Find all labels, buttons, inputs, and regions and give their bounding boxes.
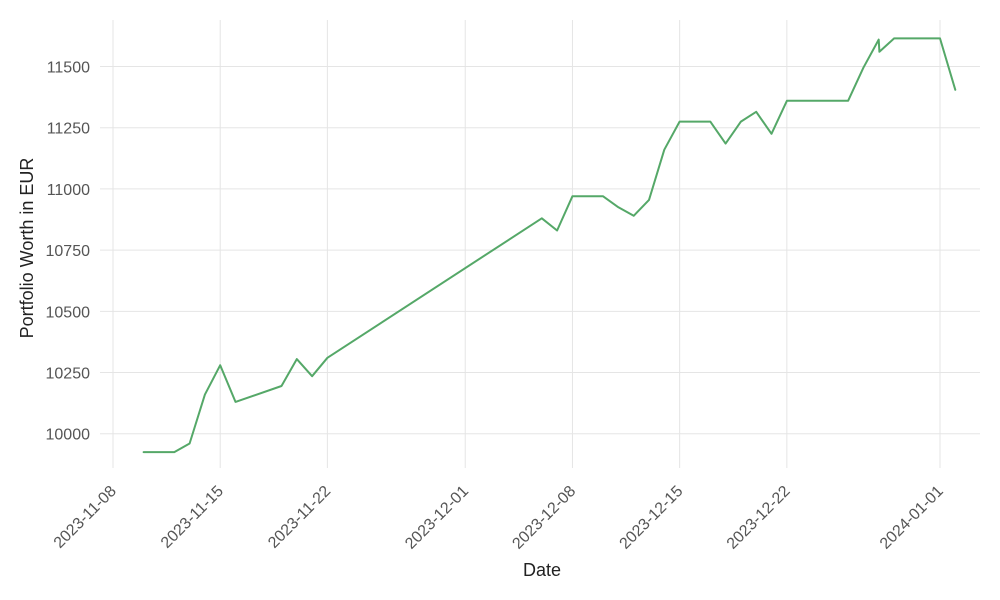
x-tick-label: 2024-01-01 <box>877 483 947 553</box>
x-tick-label: 2023-12-22 <box>724 483 794 553</box>
y-tick-label: 10500 <box>46 304 91 321</box>
x-axis-title: Date <box>523 560 561 580</box>
x-tick-label: 2023-11-08 <box>51 483 120 552</box>
x-tick-label: 2023-11-22 <box>265 483 334 552</box>
y-axis-title: Portfolio Worth in EUR <box>17 158 37 339</box>
y-tick-label: 10750 <box>46 243 91 260</box>
series-layer <box>142 37 957 454</box>
x-tick-label: 2023-12-01 <box>402 483 472 553</box>
tick-labels: 10000 10250 10500 10750 11000 11250 11500 2023-… <box>46 60 947 553</box>
y-tick-label: 10000 <box>46 427 91 444</box>
x-tick-label: 2023-12-15 <box>617 483 687 553</box>
portfolio-worth-line <box>142 37 957 454</box>
y-tick-label: 11250 <box>47 121 90 138</box>
y-tick-label: 10250 <box>46 366 91 383</box>
y-tick-label: 11500 <box>47 60 90 77</box>
x-tick-label: 2023-12-08 <box>509 483 579 553</box>
x-tick-label: 2023-11-15 <box>158 483 227 552</box>
y-tick-label: 11000 <box>47 182 90 199</box>
grid-layer <box>100 20 980 468</box>
